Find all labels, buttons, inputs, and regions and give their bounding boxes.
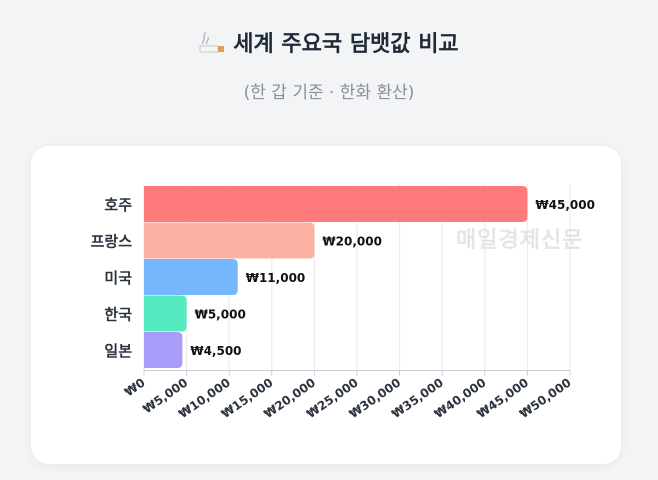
title-text: 세계 주요국 담뱃값 비교	[233, 32, 459, 57]
chart-title: 세계 주요국 담뱃값 비교	[0, 26, 658, 58]
bar	[144, 259, 238, 295]
data-label: ₩20,000	[322, 235, 382, 249]
chart-subtitle: (한 갑 기준 · 한화 환산)	[243, 83, 415, 103]
data-label: ₩5,000	[195, 308, 246, 322]
data-label: ₩4,500	[190, 344, 241, 358]
category-label: 한국	[104, 306, 132, 324]
x-tick-label: ₩0	[122, 375, 148, 399]
category-label: 호주	[104, 196, 132, 214]
watermark: 매일경제신문	[456, 228, 584, 253]
bar	[144, 332, 183, 368]
bar	[144, 222, 315, 259]
category-label: 일본	[104, 342, 132, 360]
bar	[144, 295, 187, 332]
data-label: ₩45,000	[535, 198, 595, 212]
bar	[144, 186, 528, 222]
cigarette-icon	[199, 32, 225, 53]
category-label: 미국	[104, 269, 132, 287]
category-label: 프랑스	[91, 233, 133, 251]
data-label: ₩11,000	[246, 271, 306, 285]
